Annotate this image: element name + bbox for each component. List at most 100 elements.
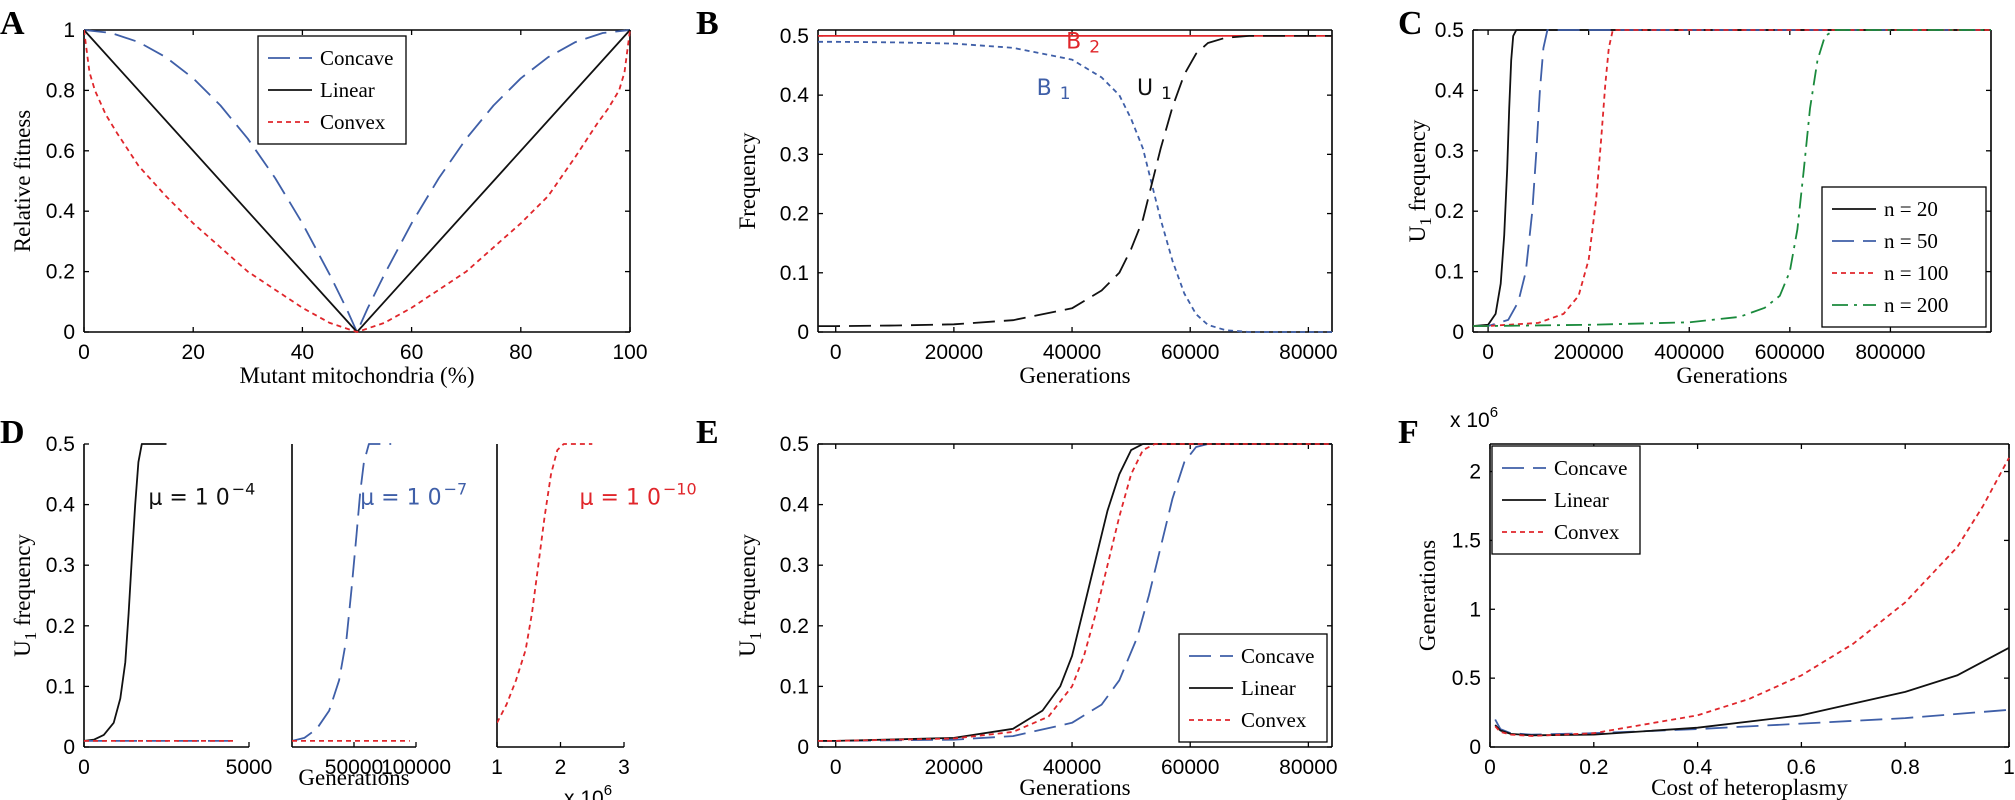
y-tick-label: 0.5: [46, 433, 75, 456]
x-tick-label: 40000: [1043, 756, 1101, 779]
y-tick-label: 0.5: [780, 433, 809, 456]
series-line-linear: [818, 443, 1332, 742]
y-axis-label: Relative fitness: [10, 110, 35, 252]
x-axis-label: Mutant mitochondria (%): [239, 363, 474, 388]
x-tick-label: 20: [182, 341, 205, 364]
legend: n = 20 n = 50 n = 100 n = 200: [1821, 186, 1987, 328]
panel-label: E: [696, 414, 719, 451]
series-line--10-7: [292, 443, 392, 742]
x-axis-label: Cost of heteroplasmy: [1651, 775, 1848, 800]
y-tick-label: 0: [63, 321, 75, 344]
series-line-concave: [1494, 708, 2010, 736]
y-tick-label: 0.1: [1435, 261, 1464, 284]
series-line-concave: [84, 29, 631, 333]
y-axis-label-text: Relative fitness: [10, 110, 35, 252]
y-axis-label-text: Generations: [1415, 540, 1440, 651]
legend-box: [1821, 186, 1987, 328]
x-axis-label: Generations: [1676, 363, 1787, 388]
y-tick-label: 0: [1452, 321, 1464, 344]
panel-c: 0 200000 400000 600000 800000 0 0.1 0.2 0.3 0.4 0.…: [1398, 5, 1992, 388]
y-tick-label: 0.3: [46, 554, 75, 577]
panel-e: 0 20000 40000 60000 80000 0 0.1 0.2 0.3 0.4 0.5 Gen…: [696, 414, 1338, 800]
x-tick-label: 80: [509, 341, 532, 364]
series-line-linear: [1494, 647, 2010, 737]
legend: Concave Linear Convex: [257, 35, 407, 145]
annotation-text: B: [1066, 29, 1081, 54]
series-line-convex: [1494, 457, 2010, 737]
panel-label: F: [1398, 414, 1419, 451]
y-tick-label: 2: [1469, 461, 1481, 484]
series-line-n-100: [1473, 29, 1991, 327]
x-tick-label: 0.8: [1891, 756, 1920, 779]
x-tick-label: 0.6: [1787, 756, 1816, 779]
plot-area: [1494, 457, 2010, 737]
x-tick-label: 400000: [1654, 341, 1724, 364]
y-tick-label: 0.5: [1435, 19, 1464, 42]
x-tick-label: 0: [78, 341, 90, 364]
y-tick-label: 0.5: [1452, 667, 1481, 690]
plot-area: [292, 443, 410, 742]
y-tick-label: 0.1: [46, 675, 75, 698]
series-line-n-50: [1473, 29, 1991, 327]
annotation-text: B: [1037, 76, 1052, 101]
x-tick-label: 200000: [1554, 341, 1624, 364]
annotation-text: μ = 1 0: [360, 486, 441, 511]
y-axis-label-subscript: 1: [21, 632, 40, 641]
legend-entry: Concave: [1554, 456, 1627, 480]
series-line-n-20: [1473, 29, 1991, 327]
y-tick-label: 0.4: [46, 200, 76, 223]
series-line-u1: [818, 35, 1332, 328]
y-axis-label-text: Frequency: [735, 132, 760, 230]
y-axis-label: U1 frequency: [1405, 119, 1435, 242]
series-line-b1: [818, 40, 1332, 333]
y-axis-label-text: U: [735, 640, 760, 657]
annotation-subscript: 1: [1161, 84, 1172, 104]
y-tick-label: 0: [797, 321, 809, 344]
panel-label: A: [0, 5, 25, 42]
x-tick-label: 600000: [1755, 341, 1825, 364]
annotation-text: U: [1137, 76, 1153, 101]
annotation-subscript: 2: [1089, 37, 1100, 57]
legend-entry: Linear: [320, 78, 375, 102]
multiplier-base: x 10: [564, 787, 604, 800]
legend-entry: Concave: [1241, 644, 1314, 668]
curve-annotation: μ = 1 0 −4: [148, 480, 255, 511]
legend: Concave Linear Convex: [1491, 445, 1641, 555]
y-axis-label: U1 frequency: [735, 534, 765, 657]
x-tick-label: 60000: [1161, 341, 1219, 364]
x-axis-label: Generations: [298, 765, 409, 790]
y-tick-label: 0.5: [780, 25, 809, 48]
panel-f: 0 0.2 0.4 0.6 0.8 1 0 0.5 1 1.5 2 Cost of heteropla…: [1398, 404, 2015, 800]
x-tick-label: 60000: [1161, 756, 1219, 779]
y-axis-label-tail: frequency: [10, 534, 35, 632]
x-tick-label: 100000: [381, 756, 451, 779]
plot-area: [818, 35, 1332, 333]
y-tick-label: 0.4: [780, 84, 810, 107]
panel-d: 0 5000 0 0.1 0.2 0.3 0.4 0.5 μ = 1 0 −4 U1 frequen…: [0, 414, 272, 779]
plot-area: [84, 29, 631, 333]
x-tick-label: 0: [78, 756, 90, 779]
x-tick-label: 0: [1482, 341, 1494, 364]
series-line-n-200: [1473, 29, 1991, 327]
annotation-text: μ = 1 0: [148, 486, 229, 511]
curve-annotation: μ = 1 0 −7: [360, 480, 467, 511]
annotation-subscript: 1: [1060, 84, 1071, 104]
plot-area: [84, 443, 236, 742]
x-tick-label: 50000: [325, 756, 383, 779]
legend-entry: Convex: [1241, 708, 1307, 732]
y-tick-label: 1: [1469, 598, 1481, 621]
y-tick-label: 0: [797, 736, 809, 759]
legend-entry: n = 50: [1884, 229, 1938, 253]
y-axis-label-text: U: [10, 640, 35, 657]
annotation-text: μ = 1 0: [580, 486, 661, 511]
y-tick-label: 0.1: [780, 262, 809, 285]
y-tick-label: 0.3: [1435, 140, 1464, 163]
y-axis-label-subscript: 1: [1416, 217, 1435, 226]
x-axis-label: Generations: [1019, 363, 1130, 388]
series-line-convex: [84, 29, 631, 333]
y-axis-label-text: U: [1405, 225, 1430, 242]
